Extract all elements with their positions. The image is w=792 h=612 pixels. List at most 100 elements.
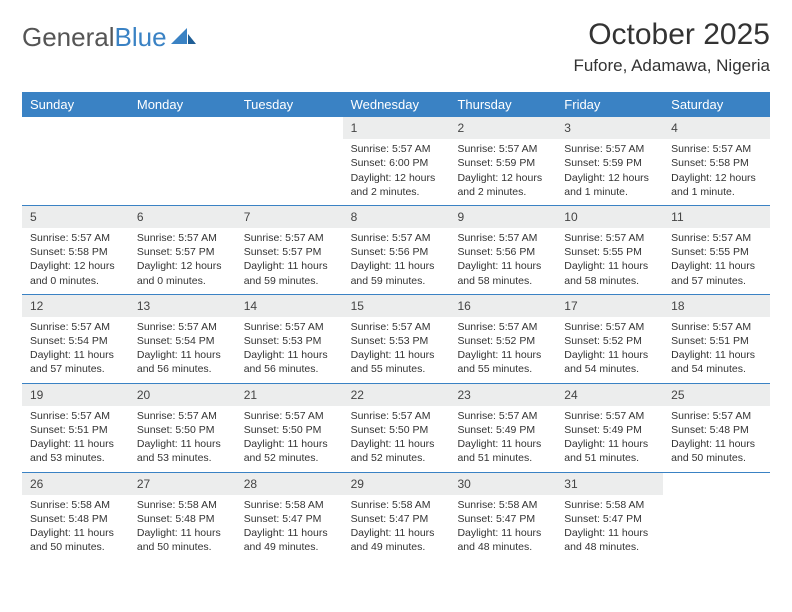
calendar-day: 23Sunrise: 5:57 AMSunset: 5:49 PMDayligh…: [449, 384, 556, 472]
calendar-day: 6Sunrise: 5:57 AMSunset: 5:57 PMDaylight…: [129, 206, 236, 294]
daylight-text: Daylight: 11 hours and 53 minutes.: [137, 437, 228, 465]
day-body: Sunrise: 5:57 AMSunset: 5:54 PMDaylight:…: [129, 317, 236, 383]
day-number: 17: [556, 295, 663, 317]
sunrise-text: Sunrise: 5:57 AM: [244, 409, 335, 423]
sunset-text: Sunset: 5:59 PM: [564, 156, 655, 170]
logo: GeneralBlue: [22, 22, 197, 53]
day-body: Sunrise: 5:57 AMSunset: 5:49 PMDaylight:…: [449, 406, 556, 472]
sunset-text: Sunset: 5:54 PM: [30, 334, 121, 348]
calendar-day: 10Sunrise: 5:57 AMSunset: 5:55 PMDayligh…: [556, 206, 663, 294]
sunset-text: Sunset: 5:55 PM: [564, 245, 655, 259]
day-body: Sunrise: 5:57 AMSunset: 5:59 PMDaylight:…: [556, 139, 663, 205]
sunset-text: Sunset: 5:51 PM: [30, 423, 121, 437]
daylight-text: Daylight: 11 hours and 56 minutes.: [137, 348, 228, 376]
calendar-day: 31Sunrise: 5:58 AMSunset: 5:47 PMDayligh…: [556, 473, 663, 561]
sunrise-text: Sunrise: 5:57 AM: [137, 231, 228, 245]
sunset-text: Sunset: 5:53 PM: [351, 334, 442, 348]
logo-sail-icon: [171, 22, 197, 53]
day-body: Sunrise: 5:57 AMSunset: 5:53 PMDaylight:…: [343, 317, 450, 383]
daylight-text: Daylight: 11 hours and 49 minutes.: [244, 526, 335, 554]
sunset-text: Sunset: 5:50 PM: [351, 423, 442, 437]
day-body: Sunrise: 5:57 AMSunset: 5:54 PMDaylight:…: [22, 317, 129, 383]
daylight-text: Daylight: 11 hours and 57 minutes.: [30, 348, 121, 376]
col-header: Tuesday: [236, 92, 343, 117]
day-number: 29: [343, 473, 450, 495]
sunset-text: Sunset: 5:58 PM: [30, 245, 121, 259]
calendar-day: 7Sunrise: 5:57 AMSunset: 5:57 PMDaylight…: [236, 206, 343, 294]
sunset-text: Sunset: 5:47 PM: [351, 512, 442, 526]
calendar-day: 5Sunrise: 5:57 AMSunset: 5:58 PMDaylight…: [22, 206, 129, 294]
sunrise-text: Sunrise: 5:57 AM: [671, 231, 762, 245]
calendar-day: 25Sunrise: 5:57 AMSunset: 5:48 PMDayligh…: [663, 384, 770, 472]
sunrise-text: Sunrise: 5:57 AM: [457, 142, 548, 156]
logo-word-1: General: [22, 22, 115, 53]
daylight-text: Daylight: 11 hours and 50 minutes.: [137, 526, 228, 554]
sunset-text: Sunset: 5:57 PM: [137, 245, 228, 259]
day-number: 12: [22, 295, 129, 317]
day-body: Sunrise: 5:58 AMSunset: 5:47 PMDaylight:…: [449, 495, 556, 561]
daylight-text: Daylight: 12 hours and 2 minutes.: [351, 171, 442, 199]
day-body: Sunrise: 5:58 AMSunset: 5:47 PMDaylight:…: [343, 495, 450, 561]
day-body: Sunrise: 5:57 AMSunset: 5:57 PMDaylight:…: [129, 228, 236, 294]
day-number: 6: [129, 206, 236, 228]
daylight-text: Daylight: 11 hours and 50 minutes.: [30, 526, 121, 554]
calendar-day: 3Sunrise: 5:57 AMSunset: 5:59 PMDaylight…: [556, 117, 663, 205]
day-number: 3: [556, 117, 663, 139]
sunset-text: Sunset: 5:58 PM: [671, 156, 762, 170]
calendar: Sunday Monday Tuesday Wednesday Thursday…: [22, 92, 770, 560]
calendar-day: 15Sunrise: 5:57 AMSunset: 5:53 PMDayligh…: [343, 295, 450, 383]
sunrise-text: Sunrise: 5:58 AM: [564, 498, 655, 512]
day-body: Sunrise: 5:57 AMSunset: 5:51 PMDaylight:…: [22, 406, 129, 472]
sunset-text: Sunset: 5:56 PM: [351, 245, 442, 259]
daylight-text: Daylight: 11 hours and 48 minutes.: [457, 526, 548, 554]
day-number: 11: [663, 206, 770, 228]
day-number: 24: [556, 384, 663, 406]
day-body: Sunrise: 5:58 AMSunset: 5:47 PMDaylight:…: [556, 495, 663, 561]
day-body: Sunrise: 5:57 AMSunset: 5:51 PMDaylight:…: [663, 317, 770, 383]
sunset-text: Sunset: 6:00 PM: [351, 156, 442, 170]
daylight-text: Daylight: 12 hours and 1 minute.: [671, 171, 762, 199]
sunrise-text: Sunrise: 5:57 AM: [671, 142, 762, 156]
sunset-text: Sunset: 5:50 PM: [244, 423, 335, 437]
sunset-text: Sunset: 5:48 PM: [671, 423, 762, 437]
calendar-day: [22, 117, 129, 205]
sunrise-text: Sunrise: 5:57 AM: [30, 320, 121, 334]
daylight-text: Daylight: 11 hours and 56 minutes.: [244, 348, 335, 376]
calendar-week: 5Sunrise: 5:57 AMSunset: 5:58 PMDaylight…: [22, 206, 770, 295]
daylight-text: Daylight: 11 hours and 54 minutes.: [564, 348, 655, 376]
day-number: 15: [343, 295, 450, 317]
daylight-text: Daylight: 11 hours and 52 minutes.: [244, 437, 335, 465]
sunset-text: Sunset: 5:52 PM: [564, 334, 655, 348]
calendar-day: 1Sunrise: 5:57 AMSunset: 6:00 PMDaylight…: [343, 117, 450, 205]
calendar-day: 17Sunrise: 5:57 AMSunset: 5:52 PMDayligh…: [556, 295, 663, 383]
day-number: 1: [343, 117, 450, 139]
sunset-text: Sunset: 5:56 PM: [457, 245, 548, 259]
daylight-text: Daylight: 11 hours and 52 minutes.: [351, 437, 442, 465]
sunset-text: Sunset: 5:57 PM: [244, 245, 335, 259]
daylight-text: Daylight: 12 hours and 2 minutes.: [457, 171, 548, 199]
calendar-day: 14Sunrise: 5:57 AMSunset: 5:53 PMDayligh…: [236, 295, 343, 383]
sunset-text: Sunset: 5:59 PM: [457, 156, 548, 170]
calendar-day: 13Sunrise: 5:57 AMSunset: 5:54 PMDayligh…: [129, 295, 236, 383]
daylight-text: Daylight: 11 hours and 50 minutes.: [671, 437, 762, 465]
sunrise-text: Sunrise: 5:57 AM: [671, 320, 762, 334]
day-number: 2: [449, 117, 556, 139]
day-number: 13: [129, 295, 236, 317]
day-body: Sunrise: 5:57 AMSunset: 5:52 PMDaylight:…: [449, 317, 556, 383]
day-body: Sunrise: 5:57 AMSunset: 5:53 PMDaylight:…: [236, 317, 343, 383]
day-number: 26: [22, 473, 129, 495]
day-body: Sunrise: 5:57 AMSunset: 5:52 PMDaylight:…: [556, 317, 663, 383]
day-number: 7: [236, 206, 343, 228]
day-number: 14: [236, 295, 343, 317]
daylight-text: Daylight: 11 hours and 55 minutes.: [457, 348, 548, 376]
sunset-text: Sunset: 5:52 PM: [457, 334, 548, 348]
day-number: 5: [22, 206, 129, 228]
day-body: Sunrise: 5:57 AMSunset: 5:50 PMDaylight:…: [236, 406, 343, 472]
day-body: Sunrise: 5:57 AMSunset: 5:58 PMDaylight:…: [22, 228, 129, 294]
daylight-text: Daylight: 11 hours and 58 minutes.: [457, 259, 548, 287]
calendar-day: 9Sunrise: 5:57 AMSunset: 5:56 PMDaylight…: [449, 206, 556, 294]
daylight-text: Daylight: 11 hours and 58 minutes.: [564, 259, 655, 287]
sunrise-text: Sunrise: 5:57 AM: [30, 409, 121, 423]
calendar-day: 12Sunrise: 5:57 AMSunset: 5:54 PMDayligh…: [22, 295, 129, 383]
calendar-week: 12Sunrise: 5:57 AMSunset: 5:54 PMDayligh…: [22, 295, 770, 384]
